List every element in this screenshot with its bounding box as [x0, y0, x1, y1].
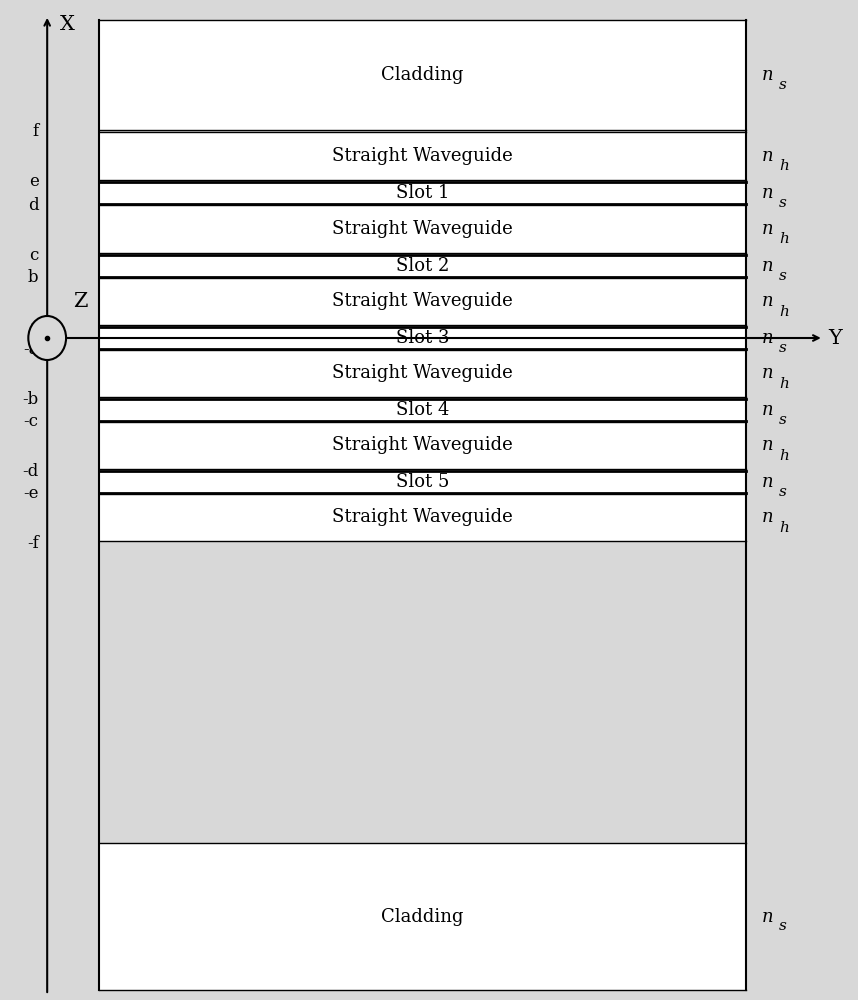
Text: n: n — [762, 473, 774, 491]
Bar — [99, 255, 746, 277]
Bar — [99, 843, 746, 990]
Text: s: s — [779, 196, 787, 210]
Text: f: f — [33, 123, 39, 140]
Bar — [99, 327, 746, 349]
Bar — [99, 205, 746, 253]
Text: b: b — [28, 269, 39, 286]
Text: h: h — [779, 448, 789, 462]
Text: -b: -b — [22, 390, 39, 408]
Text: Straight Waveguide: Straight Waveguide — [332, 292, 513, 310]
Text: X: X — [60, 15, 75, 34]
Text: n: n — [762, 147, 774, 165]
Text: h: h — [779, 520, 789, 534]
Text: n: n — [762, 220, 774, 238]
Bar — [99, 278, 746, 325]
Text: h: h — [779, 232, 789, 246]
Text: s: s — [779, 341, 787, 355]
Text: Slot 1: Slot 1 — [396, 184, 450, 202]
Text: n: n — [762, 508, 774, 526]
Text: -f: -f — [27, 534, 39, 552]
Text: n: n — [762, 66, 774, 84]
Text: n: n — [762, 908, 774, 926]
Text: s: s — [779, 78, 787, 92]
Text: Straight Waveguide: Straight Waveguide — [332, 436, 513, 454]
Text: Straight Waveguide: Straight Waveguide — [332, 147, 513, 165]
Text: n: n — [762, 436, 774, 454]
Text: h: h — [779, 159, 789, 173]
Bar — [99, 494, 746, 541]
Text: n: n — [762, 329, 774, 347]
Text: c: c — [29, 246, 39, 263]
Text: a: a — [28, 318, 39, 336]
Text: n: n — [762, 184, 774, 202]
Text: n: n — [762, 401, 774, 419]
Text: Z: Z — [73, 292, 88, 311]
Bar — [99, 350, 746, 397]
Text: s: s — [779, 269, 787, 283]
Text: Straight Waveguide: Straight Waveguide — [332, 220, 513, 238]
Text: Slot 4: Slot 4 — [396, 401, 450, 419]
Text: s: s — [779, 413, 787, 427]
Text: h: h — [779, 377, 789, 391]
Text: n: n — [762, 257, 774, 275]
Text: Cladding: Cladding — [381, 908, 464, 926]
Bar — [99, 399, 746, 421]
Text: -e: -e — [23, 486, 39, 502]
Text: e: e — [28, 174, 39, 190]
Text: -a: -a — [23, 342, 39, 359]
Text: s: s — [779, 485, 787, 499]
Bar — [99, 471, 746, 493]
Bar — [99, 132, 746, 180]
Text: Slot 3: Slot 3 — [396, 329, 450, 347]
Text: Cladding: Cladding — [381, 66, 464, 84]
Text: h: h — [779, 304, 789, 318]
Text: -c: -c — [24, 414, 39, 430]
Text: Slot 2: Slot 2 — [396, 257, 450, 275]
Bar — [99, 422, 746, 469]
Bar — [99, 20, 746, 130]
Text: s: s — [779, 920, 787, 934]
Text: Slot 5: Slot 5 — [396, 473, 450, 491]
Text: n: n — [762, 292, 774, 310]
Text: -d: -d — [22, 462, 39, 480]
Text: Straight Waveguide: Straight Waveguide — [332, 364, 513, 382]
Text: d: d — [28, 196, 39, 214]
Text: Y: Y — [828, 328, 842, 348]
Text: n: n — [762, 364, 774, 382]
Bar — [99, 182, 746, 204]
Circle shape — [28, 316, 66, 360]
Text: Straight Waveguide: Straight Waveguide — [332, 508, 513, 526]
